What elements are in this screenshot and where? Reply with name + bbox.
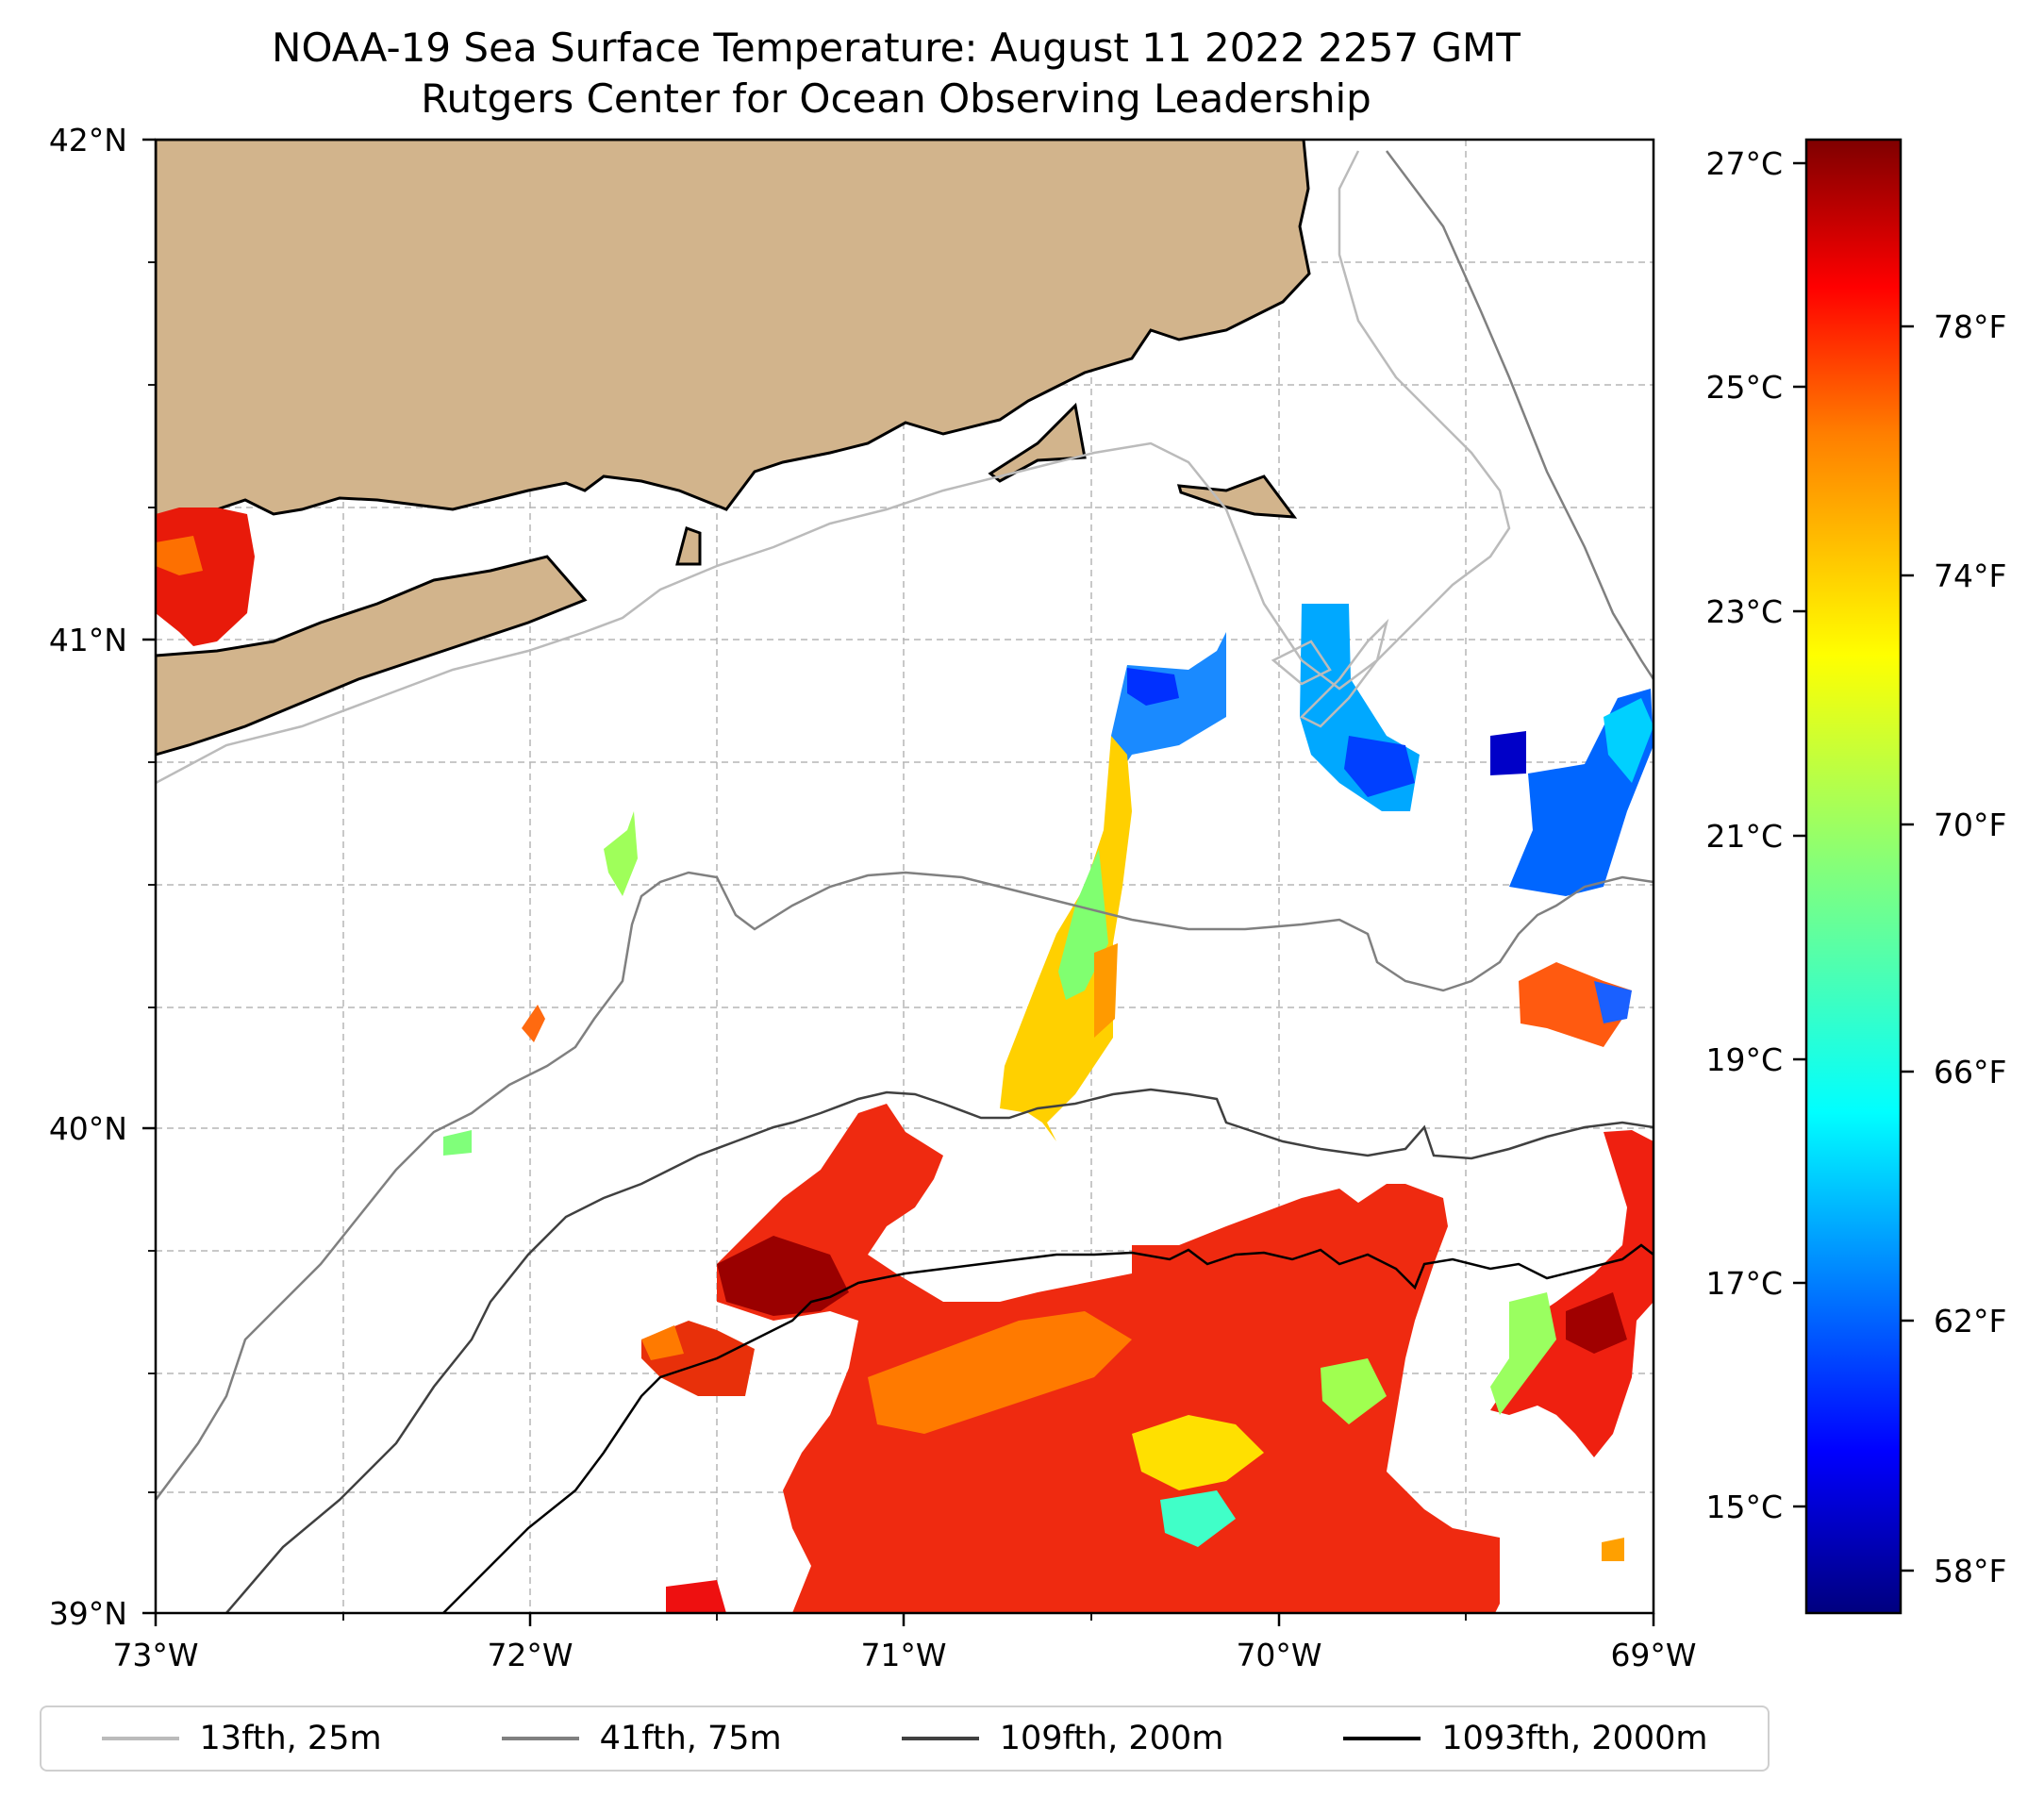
x-tick-label: 70°W [1236, 1637, 1321, 1673]
sst-patch-southwest-spot-orange [641, 1325, 684, 1360]
sst-patch-southwest-tip [666, 1580, 726, 1613]
sst-patch-south-dark-red [717, 1236, 849, 1316]
colorbar-celsius-tick-marks [1793, 161, 1806, 1508]
legend-label: 41fth, 75m [599, 1720, 782, 1757]
sst-patch-south-green-spot [1321, 1358, 1387, 1424]
legend-swatch [901, 1737, 979, 1740]
contour-25m-shoal [1271, 618, 1389, 728]
contour-2000m [442, 1243, 1653, 1613]
sst-patch-small-north-green [604, 811, 638, 896]
legend-label: 13fth, 25m [199, 1720, 382, 1757]
x-tick-label: 73°W [112, 1637, 198, 1673]
sst-patch-small-west-green [443, 1130, 472, 1156]
mainland-new-england [156, 140, 1311, 530]
land-masses [156, 140, 1311, 757]
marthas-vineyard [988, 402, 1087, 483]
colorbar-celsius-label: 21°C [1705, 818, 1783, 855]
sst-patch-south-cyan-spot [1160, 1490, 1236, 1547]
bathymetry-contours [156, 150, 1653, 1613]
sst-patch-east-dark-blue [1490, 731, 1526, 775]
chart-title: NOAA-19 Sea Surface Temperature: August … [0, 23, 1792, 125]
sst-patch-southeast-dark-red [1566, 1292, 1627, 1354]
sst-patch-northeast-dark-blue [1127, 668, 1179, 706]
legend-item: 1093fth, 2000m [1343, 1720, 1707, 1757]
y-tick-label: 39°N [49, 1595, 127, 1632]
colorbar-fahrenheit-label: 62°F [1934, 1303, 2006, 1339]
colorbar [1804, 138, 1903, 1615]
sst-data [156, 507, 1653, 1613]
sst-patch-southeast-warm [1490, 1130, 1653, 1457]
sst-patch-south-orange-band [868, 1311, 1132, 1434]
legend-item: 109fth, 200m [901, 1720, 1224, 1757]
sst-patch-long-island-sound-edge [156, 536, 203, 575]
sst-patch-nantucket-shoals-dark [1344, 736, 1415, 797]
legend-swatch [501, 1737, 579, 1740]
axis-minor-tick-marks [148, 261, 1467, 1621]
map-figure: 73°W 72°W 71°W 70°W 69°W 42°N 41°N 40°N … [49, 122, 2007, 1673]
axis-tick-marks [142, 138, 1655, 1626]
nantucket [1176, 474, 1298, 519]
colorbar-celsius-label: 19°C [1705, 1041, 1783, 1078]
sst-patch-small-east-blue [1594, 981, 1632, 1023]
colorbar-fahrenheit-label: 70°F [1934, 807, 2006, 843]
contour-200m [225, 1088, 1653, 1613]
contour-25m [156, 150, 1511, 785]
colorbar-celsius-label: 23°C [1705, 593, 1783, 630]
sst-patch-central-plume-orange [1094, 943, 1118, 1038]
colorbar-fahrenheit-label: 58°F [1934, 1553, 2006, 1589]
legend-label: 1093fth, 2000m [1441, 1720, 1708, 1757]
x-tick-label: 69°W [1610, 1637, 1696, 1673]
y-tick-label: 40°N [49, 1110, 127, 1147]
title-line-1: NOAA-19 Sea Surface Temperature: August … [272, 25, 1521, 71]
sst-patch-southeast-small [1602, 1538, 1624, 1561]
colorbar-fahrenheit-tick-marks [1901, 324, 1914, 1572]
colorbar-celsius-label: 25°C [1705, 369, 1783, 406]
legend-label: 109fth, 200m [999, 1720, 1224, 1757]
legend: 13fth, 25m 41fth, 75m 109fth, 200m 1093f… [40, 1705, 1770, 1772]
colorbar-celsius-label: 27°C [1705, 145, 1783, 182]
legend-item: 41fth, 75m [501, 1720, 782, 1757]
y-tick-label: 42°N [49, 122, 127, 158]
sst-patch-east-cyan [1604, 698, 1653, 783]
contour-75m [156, 150, 1653, 1501]
long-island [156, 555, 588, 757]
x-tick-label: 71°W [860, 1637, 946, 1673]
sst-patch-south-yellow-band [1132, 1415, 1264, 1490]
colorbar-fahrenheit-label: 74°F [1934, 557, 2006, 594]
legend-swatch [1343, 1737, 1421, 1740]
legend-swatch [101, 1737, 179, 1740]
legend-item: 13fth, 25m [101, 1720, 382, 1757]
sst-patch-small-mid-orange [522, 1005, 545, 1042]
colorbar-fahrenheit-label: 78°F [1934, 308, 2006, 345]
y-tick-label: 41°N [49, 622, 127, 658]
title-line-2: Rutgers Center for Ocean Observing Leade… [421, 75, 1371, 122]
colorbar-celsius-label: 17°C [1705, 1265, 1783, 1302]
colorbar-celsius-label: 15°C [1705, 1489, 1783, 1525]
sst-patch-central-plume [1000, 736, 1132, 1141]
sst-patch-southeast-green-edge [1490, 1292, 1556, 1415]
x-tick-label: 72°W [487, 1637, 573, 1673]
colorbar-fahrenheit-label: 66°F [1934, 1054, 2006, 1090]
block-island [675, 526, 702, 566]
